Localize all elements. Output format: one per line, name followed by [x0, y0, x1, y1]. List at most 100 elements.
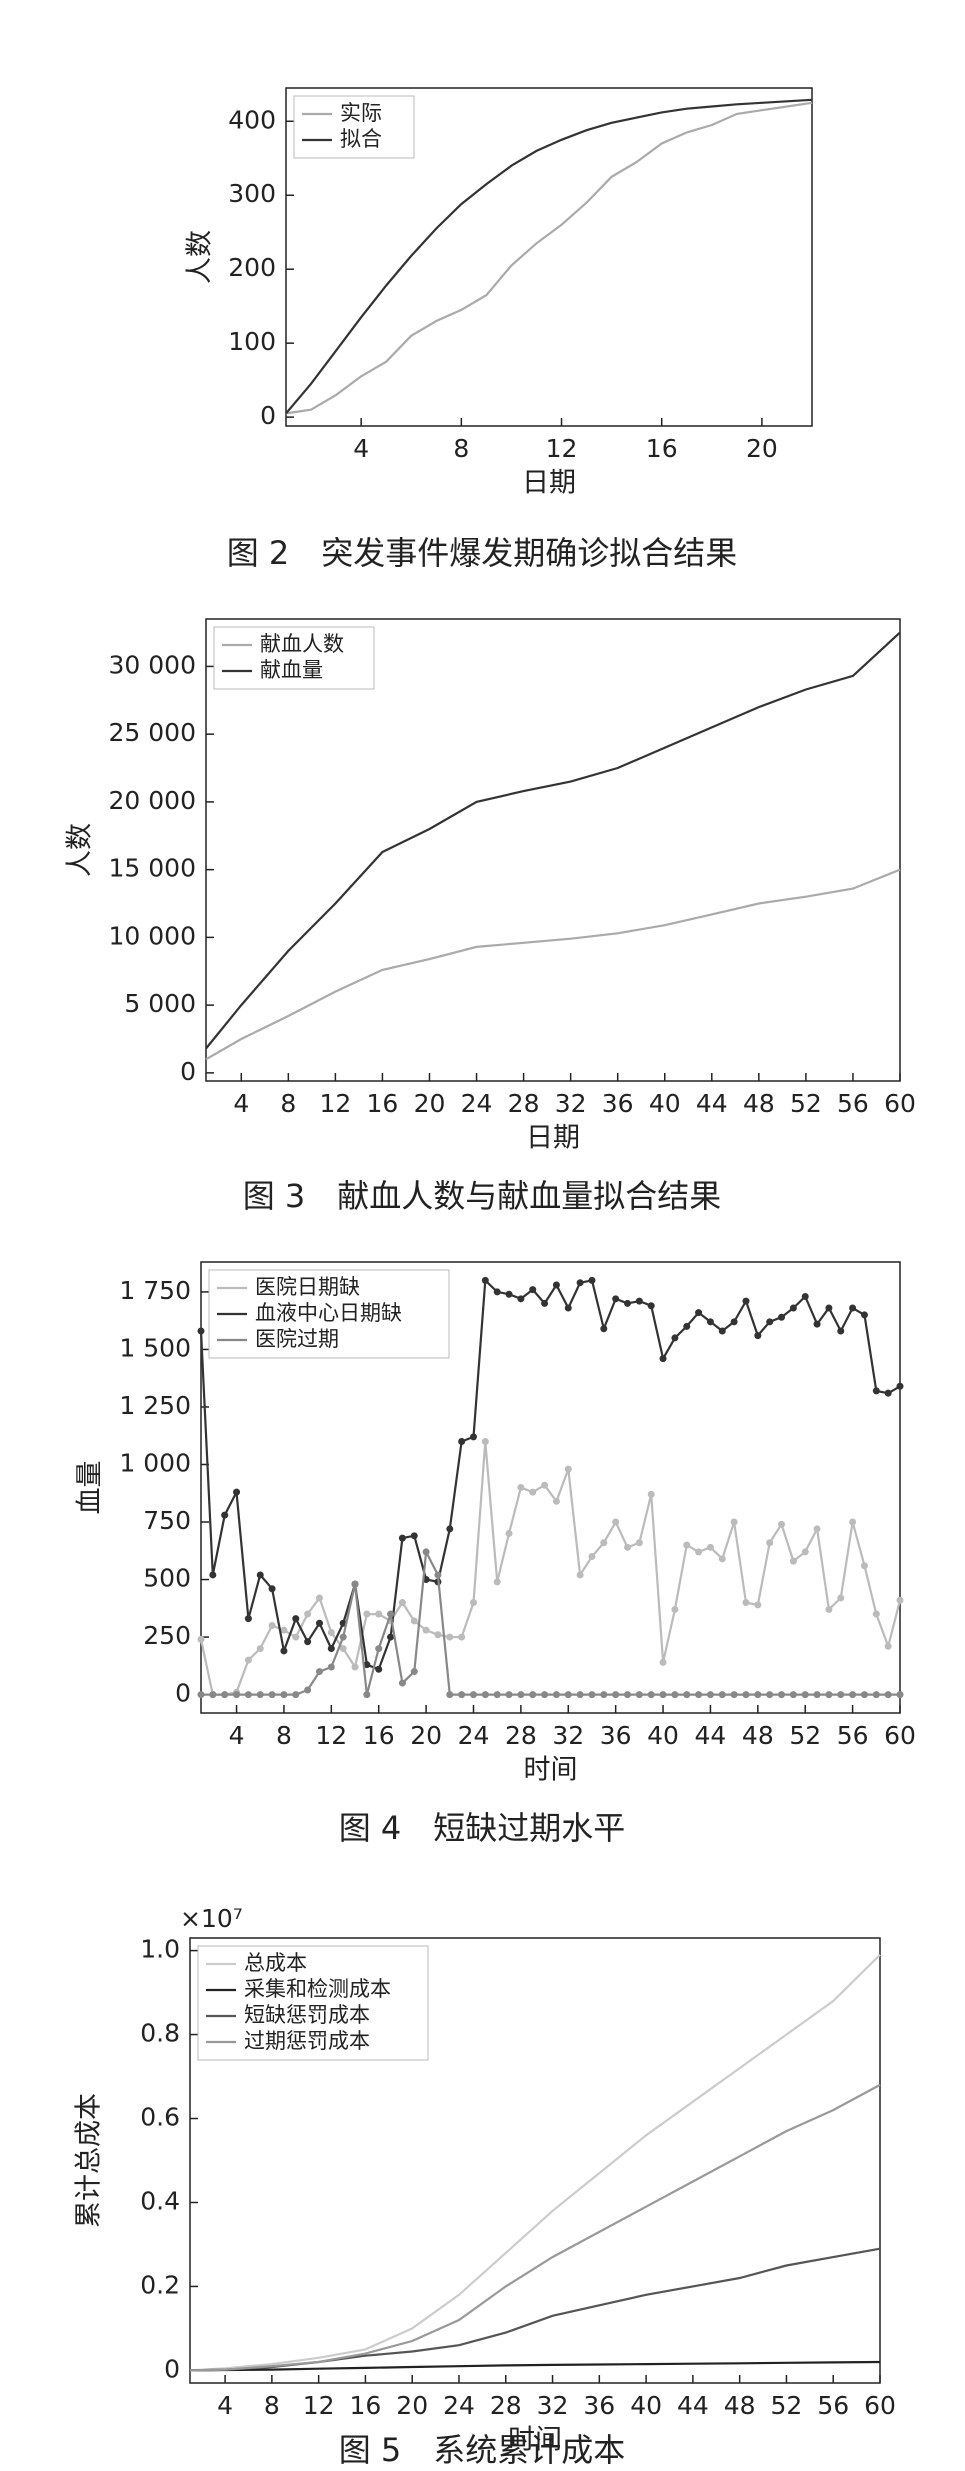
- point: [446, 1691, 454, 1699]
- point: [529, 1286, 537, 1294]
- point: [860, 1311, 868, 1319]
- point: [801, 1691, 809, 1699]
- legend-label: 医院过期: [255, 1327, 339, 1351]
- x-tick-label: 52: [771, 2391, 803, 2420]
- caption: 图 4 短缺过期水平: [339, 1809, 626, 1847]
- point: [837, 1327, 845, 1335]
- point: [351, 1580, 359, 1588]
- point: [849, 1518, 857, 1526]
- x-axis-label: 时间: [524, 1755, 578, 1786]
- y-tick-label: 0.4: [140, 2186, 180, 2215]
- point: [766, 1318, 774, 1326]
- point: [588, 1553, 596, 1561]
- y-tick-label: 0.8: [140, 2019, 180, 2048]
- point: [766, 1691, 774, 1699]
- plot-frame: [200, 1261, 901, 1714]
- point: [458, 1633, 466, 1641]
- caption: 图 2 突发事件爆发期确诊拟合结果: [227, 534, 738, 572]
- x-tick-label: 40: [630, 2391, 662, 2420]
- point: [896, 1691, 904, 1699]
- point: [552, 1281, 560, 1289]
- y-axis-label: 人数: [65, 823, 96, 877]
- x-tick-label: 8: [280, 1089, 296, 1118]
- point: [884, 1642, 892, 1650]
- point: [398, 1599, 406, 1607]
- point: [706, 1543, 714, 1551]
- point: [659, 1691, 667, 1699]
- point: [754, 1601, 762, 1609]
- y-tick-label: 400: [228, 105, 276, 134]
- point: [481, 1437, 489, 1445]
- point: [659, 1658, 667, 1666]
- series-line: [285, 101, 813, 415]
- y-tick-label: 1.0: [140, 1935, 180, 1964]
- x-tick-label: 28: [490, 2391, 522, 2420]
- plot-frame: [205, 618, 901, 1082]
- point: [825, 1304, 833, 1312]
- legend-label: 短缺惩罚成本: [244, 2003, 370, 2027]
- point: [505, 1691, 513, 1699]
- point: [635, 1297, 643, 1305]
- y-tick-label: 0.6: [140, 2103, 180, 2132]
- x-tick-label: 36: [600, 1721, 632, 1750]
- point: [695, 1548, 703, 1556]
- point: [588, 1691, 596, 1699]
- x-tick-label: 48: [743, 1089, 775, 1118]
- point: [529, 1488, 537, 1496]
- x-tick-label: 16: [363, 1721, 395, 1750]
- y-tick-label: 1 250: [119, 1391, 191, 1420]
- point: [541, 1691, 549, 1699]
- point: [884, 1389, 892, 1397]
- y-tick-label: 250: [143, 1621, 191, 1650]
- legend-box: [213, 626, 375, 690]
- point: [813, 1525, 821, 1533]
- point: [410, 1668, 418, 1676]
- point: [315, 1619, 323, 1627]
- point: [304, 1610, 312, 1618]
- y-tick-label: 300: [228, 179, 276, 208]
- point: [446, 1633, 454, 1641]
- point: [706, 1691, 714, 1699]
- point: [742, 1599, 750, 1607]
- x-tick-label: 4: [233, 1089, 249, 1118]
- point: [789, 1557, 797, 1565]
- legend-label: 拟合: [340, 127, 382, 151]
- point: [315, 1594, 323, 1602]
- x-tick-label: 24: [458, 1721, 490, 1750]
- point: [339, 1645, 347, 1653]
- x-tick-label: 16: [350, 2391, 382, 2420]
- x-tick-label: 4: [229, 1721, 245, 1750]
- caption: 图 5 系统累计成本: [339, 2431, 626, 2469]
- point: [789, 1691, 797, 1699]
- legend-label: 血液中心日期缺: [255, 1301, 402, 1325]
- point: [695, 1309, 703, 1317]
- y-tick-label: 0: [260, 401, 276, 430]
- x-tick-label: 12: [319, 1089, 351, 1118]
- point: [837, 1594, 845, 1602]
- y-axis-label: 累计总成本: [74, 2093, 105, 2228]
- point: [458, 1691, 466, 1699]
- point: [742, 1297, 750, 1305]
- y-tick-label: 100: [228, 327, 276, 356]
- point: [801, 1293, 809, 1301]
- x-tick-label: 12: [315, 1721, 347, 1750]
- y-tick-label: 30 000: [109, 650, 196, 679]
- x-tick-label: 28: [508, 1089, 540, 1118]
- point: [387, 1610, 395, 1618]
- point: [730, 1691, 738, 1699]
- series-line: [201, 1548, 900, 1696]
- x-tick-label: 32: [552, 1721, 584, 1750]
- point: [612, 1518, 620, 1526]
- point: [398, 1679, 406, 1687]
- x-tick-label: 8: [276, 1721, 292, 1750]
- x-tick-label: 56: [817, 2391, 849, 2420]
- plot-frame: [285, 87, 813, 427]
- point: [375, 1610, 383, 1618]
- point: [256, 1691, 264, 1699]
- point: [624, 1691, 632, 1699]
- point: [576, 1279, 584, 1287]
- x-tick-label: 4: [217, 2391, 233, 2420]
- legend-box: [208, 1269, 450, 1359]
- point: [517, 1691, 525, 1699]
- point: [778, 1691, 786, 1699]
